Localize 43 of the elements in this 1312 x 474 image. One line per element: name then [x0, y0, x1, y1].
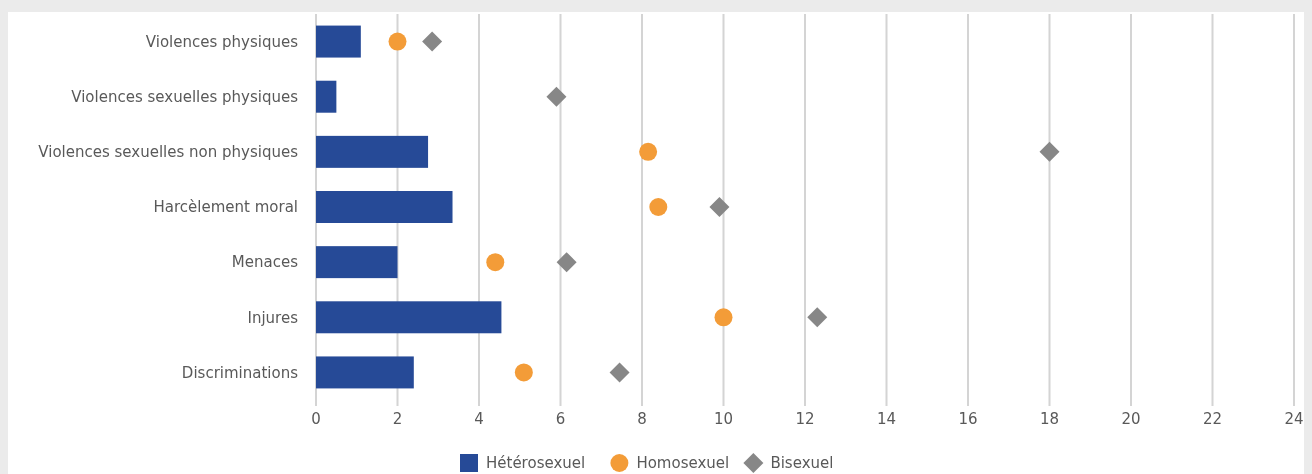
point	[388, 32, 407, 51]
point	[639, 142, 658, 161]
legend-label: Bisexuel	[770, 454, 834, 473]
point	[556, 252, 577, 273]
y-tick-label: Menaces	[231, 253, 299, 272]
point	[807, 307, 828, 328]
point	[1039, 141, 1060, 162]
point	[609, 362, 630, 383]
x-tick-label: 14	[876, 410, 897, 428]
bar	[316, 246, 398, 279]
point	[422, 31, 443, 52]
legend-label: Homosexuel	[636, 454, 730, 473]
x-tick-label: 20	[1121, 410, 1141, 428]
x-tick-label: 18	[1039, 410, 1060, 428]
x-tick-label: 2	[392, 410, 403, 428]
x-tick-label: 8	[637, 410, 647, 428]
y-tick-label: Violences sexuelles non physiques	[38, 143, 299, 162]
point	[714, 308, 733, 327]
point	[709, 197, 730, 217]
bar	[316, 80, 337, 113]
x-tick-label: 12	[795, 410, 815, 428]
bar	[316, 25, 361, 58]
x-tick-label: 22	[1202, 410, 1223, 428]
point	[649, 198, 668, 216]
point	[546, 86, 567, 107]
x-tick-label: 0	[311, 410, 321, 428]
bar	[316, 135, 429, 168]
y-tick-label: Harcèlement moral	[153, 198, 298, 217]
bar	[316, 356, 414, 389]
x-tick-label: 24	[1284, 410, 1304, 428]
x-tick-label: 6	[555, 410, 566, 428]
x-tick-label: 4	[474, 410, 484, 428]
y-tick-label: Injures	[247, 308, 299, 327]
point	[486, 253, 505, 272]
bar	[316, 191, 453, 223]
y-tick-label: Discriminations	[181, 363, 299, 382]
y-tick-label: Violences sexuelles physiques	[71, 87, 299, 106]
bar	[316, 301, 502, 334]
point	[514, 363, 533, 382]
x-tick-label: 10	[713, 410, 734, 428]
x-tick-label: 16	[958, 410, 978, 428]
y-tick-label: Violences physiques	[145, 32, 299, 51]
legend-label: Hétérosexuel	[486, 454, 586, 473]
